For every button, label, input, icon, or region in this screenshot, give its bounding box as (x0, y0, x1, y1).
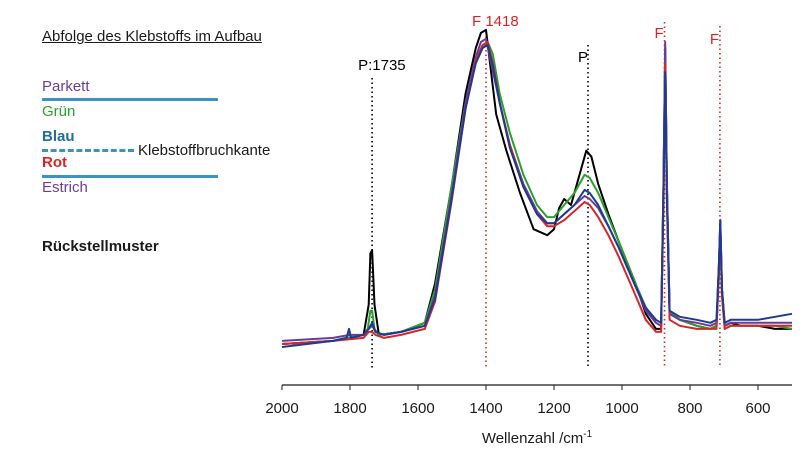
annotation-label: P (578, 49, 588, 66)
x-tick-label: 1600 (401, 400, 434, 417)
series-line-r-ckstellmuster (281, 28, 792, 345)
x-tick-label: 1800 (333, 400, 366, 417)
annotation-label: P:1735 (358, 57, 406, 74)
x-ticks: 2000 1800 1600 1400 1200 1000 800 600 (265, 385, 771, 417)
fracture-separator (42, 149, 134, 152)
series-line-rot (281, 41, 792, 345)
annotation-label: F (655, 25, 664, 42)
fracture-label: Klebstoffbruchkante (138, 142, 271, 159)
series-line-parkett (281, 37, 792, 342)
layer-separator (42, 98, 218, 101)
sample-label: Rückstellmuster (42, 238, 159, 255)
annotation-lines: P:1735 F 1418 P F F (358, 13, 721, 368)
layer-label-gruen: Grün (42, 103, 76, 120)
x-axis-label: Wellenzahl /cm-1 (482, 429, 593, 447)
series-line-gr-n (281, 41, 793, 345)
annotation-label: F 1418 (472, 13, 519, 30)
x-tick-label: 2000 (265, 400, 298, 417)
series-line-blau (281, 44, 793, 348)
layer-label-parkett: Parkett (42, 78, 90, 95)
x-tick-label: 1400 (469, 400, 502, 417)
layer-label-estrich: Estrich (42, 179, 88, 196)
layer-label-blau: Blau (42, 128, 75, 145)
x-tick-label: 1000 (605, 400, 638, 417)
layer-separator (42, 175, 218, 178)
x-tick-label: 600 (745, 400, 770, 417)
annotation-label: F (710, 31, 719, 48)
x-tick-label: 800 (677, 400, 702, 417)
legend-title: Abfolge des Klebstoffs im Aufbau (42, 28, 262, 45)
spectrum-series (281, 28, 793, 348)
layer-label-rot: Rot (42, 154, 67, 171)
x-tick-label: 1200 (537, 400, 570, 417)
